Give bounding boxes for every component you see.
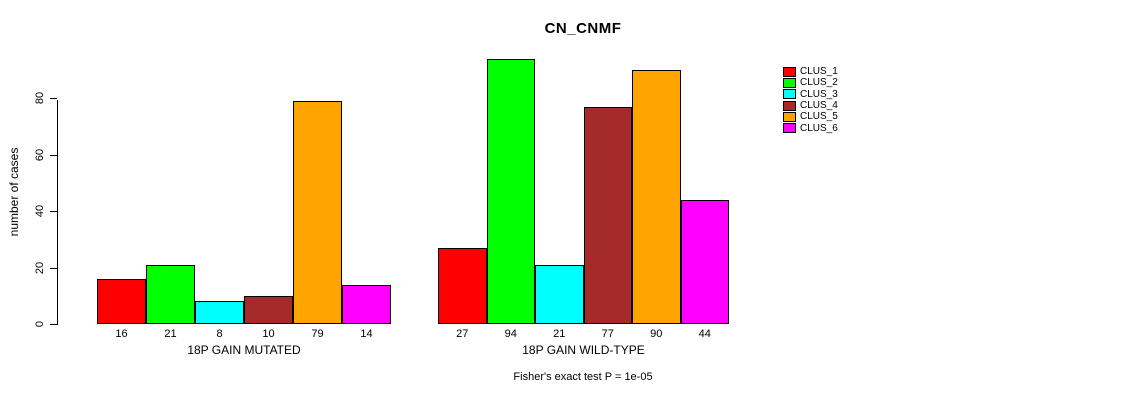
bar-value-label: 77	[601, 328, 614, 340]
bar	[632, 70, 681, 324]
bar-value-label: 8	[216, 328, 223, 340]
bar	[195, 301, 244, 324]
x-axis-group-label: 18P GAIN MUTATED	[187, 343, 301, 357]
fisher-annotation: Fisher's exact test P = 1e-05	[513, 371, 653, 383]
y-axis-tick-label: 40	[34, 205, 46, 218]
y-axis-tick	[50, 98, 57, 100]
legend-item: CLUS_1	[783, 66, 838, 77]
y-axis-tick	[50, 324, 57, 325]
bar-value-label: 94	[504, 328, 517, 340]
bar-value-label: 79	[311, 328, 324, 340]
bar-value-label: 21	[164, 328, 177, 340]
y-axis-label: number of cases	[7, 147, 21, 237]
bar	[293, 101, 342, 324]
y-axis-tick-label: 60	[34, 148, 46, 161]
legend-item-label: CLUS_5	[800, 111, 838, 123]
bar	[146, 264, 195, 324]
bar	[583, 106, 632, 324]
legend-swatch	[783, 111, 796, 122]
bar	[535, 264, 584, 324]
y-axis-tick-label: 0	[34, 320, 46, 328]
legend-item-label: CLUS_3	[800, 88, 838, 100]
legend-swatch	[783, 89, 796, 100]
y-axis-tick	[50, 211, 57, 213]
bar	[438, 247, 487, 324]
x-axis-group-label: 18P GAIN WILD-TYPE	[522, 343, 645, 357]
legend-item-label: CLUS_4	[800, 100, 838, 112]
legend-swatch	[783, 100, 796, 111]
bar	[486, 58, 535, 324]
y-axis-line	[57, 100, 58, 325]
legend-swatch	[783, 66, 796, 77]
y-axis-tick	[50, 267, 57, 269]
bar	[244, 295, 293, 324]
bar-value-label: 10	[262, 328, 275, 340]
legend: CLUS_1 CLUS_2 CLUS_3 CLUS_4 CLUS_5 CLUS_6	[783, 66, 838, 134]
bar-value-label: 21	[553, 328, 566, 340]
bar-value-label: 90	[650, 328, 663, 340]
bar-value-label: 44	[698, 328, 711, 340]
legend-item: CLUS_4	[783, 100, 838, 111]
bar	[680, 199, 729, 324]
legend-item-label: CLUS_2	[800, 77, 838, 89]
y-axis-tick-label: 20	[34, 261, 46, 274]
bar	[97, 278, 146, 324]
legend-item: CLUS_3	[783, 89, 838, 100]
legend-item: CLUS_6	[783, 122, 838, 134]
y-axis-tick-label: 80	[34, 92, 46, 105]
chart-title: CN_CNMF	[544, 20, 622, 37]
legend-swatch	[783, 77, 796, 88]
legend-item: CLUS_5	[783, 111, 838, 122]
bar-value-label: 16	[115, 328, 128, 340]
bar-value-label: 27	[456, 328, 469, 340]
legend-swatch	[783, 123, 796, 134]
bar	[342, 284, 391, 324]
legend-item-label: CLUS_6	[800, 122, 838, 134]
legend-item-label: CLUS_1	[800, 66, 838, 78]
y-axis-tick	[50, 154, 57, 156]
bar-value-label: 14	[360, 328, 373, 340]
legend-item: CLUS_2	[783, 77, 838, 88]
